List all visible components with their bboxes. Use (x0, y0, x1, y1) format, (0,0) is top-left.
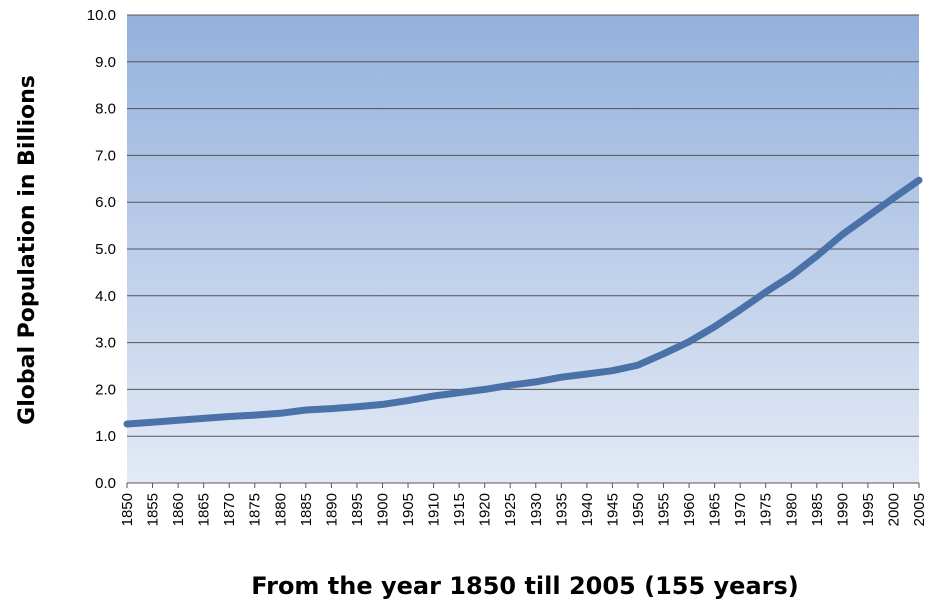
x-axis-tick-labels: 1850 1855 1860 1865 1870 1875 1880 1885 1890 1895… (119, 483, 928, 526)
x-tick-label: 2005 (911, 493, 928, 526)
x-tick-label: 1910 (426, 493, 443, 526)
gridlines (127, 14, 919, 437)
y-axis-label: Global Population in Billions (15, 75, 40, 425)
x-tick-label: 1950 (630, 493, 647, 526)
data-point (175, 417, 182, 424)
y-tick-label: 6.0 (95, 194, 116, 211)
y-tick-label: 10.0 (87, 7, 116, 24)
series-line (123, 176, 923, 428)
data-point (149, 419, 156, 426)
x-tick-label: 1870 (221, 493, 238, 526)
x-tick-label: 1945 (604, 493, 621, 526)
y-axis-tick-labels: 0.0 1.0 2.0 3.0 4.0 5.0 6.0 7.0 8.0 9.0 10.0 (87, 7, 116, 492)
x-tick-label: 1905 (400, 493, 417, 526)
data-point (839, 231, 846, 238)
x-tick-label: 1860 (170, 493, 187, 526)
x-tick-label: 1925 (502, 493, 519, 526)
data-point (456, 389, 463, 396)
data-point (813, 253, 820, 260)
y-tick-label: 2.0 (95, 381, 116, 398)
data-point (686, 338, 693, 345)
data-point (532, 378, 539, 385)
x-axis-label: From the year 1850 till 2005 (155 years) (251, 572, 799, 600)
data-point (737, 306, 744, 313)
y-tick-label: 7.0 (95, 147, 116, 164)
data-points (124, 177, 922, 428)
x-tick-label: 1955 (656, 493, 673, 526)
data-point (481, 386, 488, 393)
y-tick-label: 5.0 (95, 241, 116, 258)
data-point (251, 412, 258, 419)
y-tick-label: 4.0 (95, 288, 116, 305)
data-point (277, 410, 284, 417)
x-tick-label: 1980 (783, 493, 800, 526)
x-tick-label: 1940 (579, 493, 596, 526)
y-tick-label: 0.0 (95, 475, 116, 492)
data-point (379, 401, 386, 408)
x-tick-label: 1970 (732, 493, 749, 526)
x-tick-label: 1965 (707, 493, 724, 526)
data-point (124, 421, 130, 428)
x-tick-label: 1850 (119, 493, 136, 526)
y-tick-label: 1.0 (95, 428, 116, 445)
x-tick-label: 1990 (834, 493, 851, 526)
data-point (430, 392, 437, 399)
data-point (353, 403, 360, 410)
data-point (558, 374, 565, 381)
data-point (762, 289, 769, 296)
data-point (609, 367, 616, 374)
data-point (405, 397, 412, 404)
x-tick-label: 1920 (477, 493, 494, 526)
data-point (916, 177, 922, 184)
x-tick-label: 1975 (758, 493, 775, 526)
data-point (864, 213, 871, 220)
x-tick-label: 1915 (451, 493, 468, 526)
data-point (788, 272, 795, 279)
data-point (634, 362, 641, 369)
data-point (711, 323, 718, 330)
data-point (890, 194, 897, 201)
x-tick-label: 1885 (298, 493, 315, 526)
data-point (302, 406, 309, 413)
y-tick-label: 8.0 (95, 101, 116, 118)
x-tick-label: 1875 (247, 493, 264, 526)
x-tick-label: 1960 (681, 493, 698, 526)
y-tick-label: 3.0 (95, 335, 116, 352)
x-tick-label: 1935 (553, 493, 570, 526)
x-tick-label: 1890 (323, 493, 340, 526)
x-tick-label: 1880 (272, 493, 289, 526)
x-tick-label: 1865 (196, 493, 213, 526)
data-point (226, 413, 233, 420)
x-tick-label: 1895 (349, 493, 366, 526)
x-tick-label: 1900 (374, 493, 391, 526)
data-point (507, 382, 514, 389)
x-tick-label: 1995 (860, 493, 877, 526)
data-point (328, 405, 335, 412)
x-tick-label: 1855 (145, 493, 162, 526)
data-point (583, 370, 590, 377)
x-tick-label: 1985 (809, 493, 826, 526)
data-point (200, 415, 207, 422)
y-tick-label: 9.0 (95, 54, 116, 71)
data-point (660, 350, 667, 357)
x-tick-label: 1930 (528, 493, 545, 526)
x-tick-label: 2000 (885, 493, 902, 526)
